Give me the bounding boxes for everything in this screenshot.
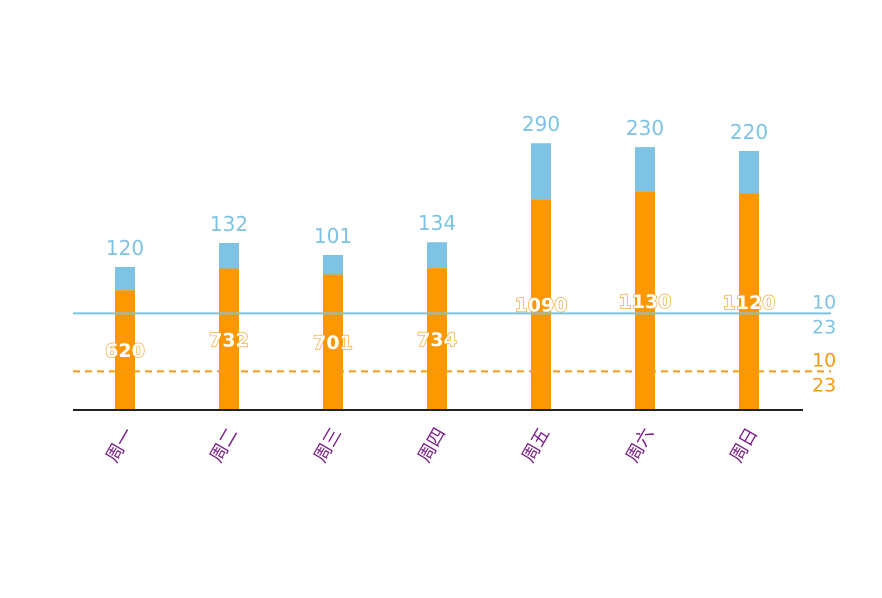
bar-segment-blue [635,147,655,192]
x-tick-label: 周六 [622,424,658,466]
x-tick-label: 周四 [414,424,450,466]
data-label-inside: 732 [209,329,249,351]
x-tick-label: 周日 [726,424,762,466]
bars-layer [115,143,759,410]
reference-lines-layer: 10 23 10 23 [73,291,836,396]
x-tick-label: 周五 [518,424,554,466]
data-label-top: 132 [210,212,248,236]
bar-segment-blue [115,266,135,291]
bar-segment-orange [531,199,551,410]
x-tick-label: 周三 [310,424,346,466]
x-tick-label: 周二 [206,424,242,466]
data-label-inside: 701 [313,332,353,354]
reference-line-label: 23 [812,316,836,338]
reference-line-label: 10 [812,291,836,313]
data-label-top: 120 [106,236,144,260]
x-tick-label: 周一 [102,424,138,466]
bar-segment-orange [427,268,447,410]
data-label-top: 134 [418,211,456,235]
bar-segment-orange [219,268,239,410]
reference-line-label: 10 [812,349,836,371]
bar-segment-orange [635,191,655,410]
bar-segment-orange [115,290,135,410]
bar-segment-blue [739,150,759,194]
data-label-inside: 1120 [723,292,776,314]
data-label-top: 101 [314,224,352,248]
data-label-top: 230 [626,116,664,140]
data-label-top: 220 [730,120,768,144]
data-label-inside: 620 [105,340,145,362]
data-label-top: 290 [522,112,560,136]
bar-segment-orange [739,193,759,410]
data-label-inside: 1090 [515,295,568,317]
data-label-inside: 1130 [619,291,672,313]
bar-segment-blue [427,242,447,269]
bar-segment-blue [323,254,343,275]
bar-segment-orange [323,274,343,410]
data-label-inside: 734 [417,329,457,351]
bar-segment-blue [219,242,239,269]
bar-segment-blue [531,143,551,200]
reference-line-label: 23 [812,374,836,396]
